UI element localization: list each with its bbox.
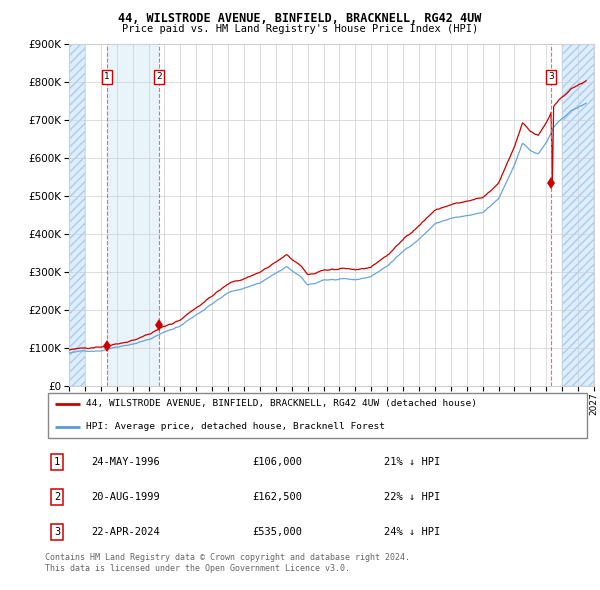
Text: HPI: Average price, detached house, Bracknell Forest: HPI: Average price, detached house, Brac…: [86, 422, 385, 431]
Text: 3: 3: [548, 72, 554, 81]
Bar: [69, 44, 85, 386]
Text: 2: 2: [156, 72, 161, 81]
Bar: [562, 44, 594, 386]
Text: £162,500: £162,500: [253, 492, 302, 502]
Text: 21% ↓ HPI: 21% ↓ HPI: [383, 457, 440, 467]
Text: 22-APR-2024: 22-APR-2024: [91, 527, 160, 537]
Text: Contains HM Land Registry data © Crown copyright and database right 2024.
This d: Contains HM Land Registry data © Crown c…: [45, 553, 410, 573]
Text: 24-MAY-1996: 24-MAY-1996: [91, 457, 160, 467]
FancyBboxPatch shape: [48, 393, 587, 438]
Bar: [107, 44, 159, 386]
Text: 44, WILSTRODE AVENUE, BINFIELD, BRACKNELL, RG42 4UW (detached house): 44, WILSTRODE AVENUE, BINFIELD, BRACKNEL…: [86, 399, 477, 408]
Text: 1: 1: [54, 457, 60, 467]
Text: 2: 2: [54, 492, 60, 502]
Text: 22% ↓ HPI: 22% ↓ HPI: [383, 492, 440, 502]
Text: £535,000: £535,000: [253, 527, 302, 537]
Text: 1: 1: [104, 72, 110, 81]
Text: 44, WILSTRODE AVENUE, BINFIELD, BRACKNELL, RG42 4UW: 44, WILSTRODE AVENUE, BINFIELD, BRACKNEL…: [118, 12, 482, 25]
Text: £106,000: £106,000: [253, 457, 302, 467]
Text: 24% ↓ HPI: 24% ↓ HPI: [383, 527, 440, 537]
Text: Price paid vs. HM Land Registry's House Price Index (HPI): Price paid vs. HM Land Registry's House …: [122, 24, 478, 34]
Text: 20-AUG-1999: 20-AUG-1999: [91, 492, 160, 502]
Text: 3: 3: [54, 527, 60, 537]
